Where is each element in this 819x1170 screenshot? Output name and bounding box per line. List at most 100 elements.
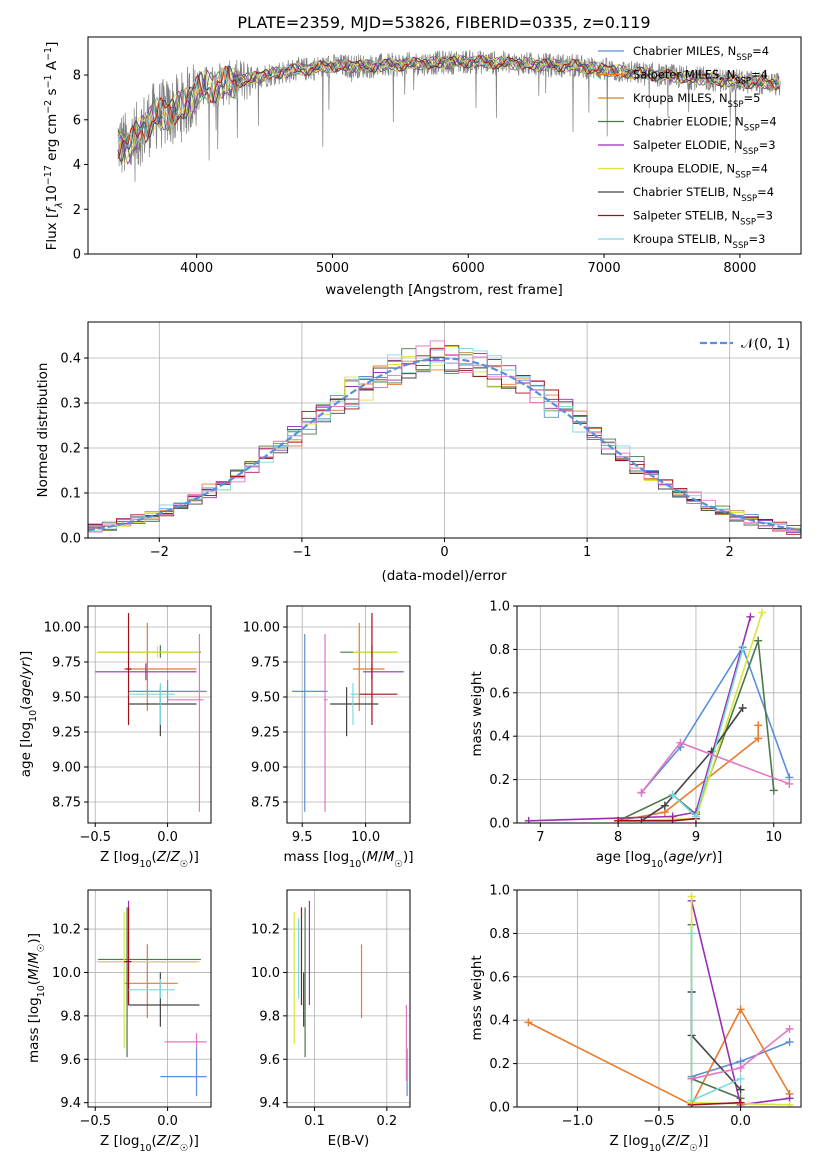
mass-weight-marker	[524, 816, 533, 823]
mass-weight-line	[528, 616, 752, 822]
observed-spectrum-line	[117, 49, 781, 182]
mass-vs-Z-frame	[87, 889, 212, 1108]
x-axis-label: Z [log10(Z/Z☉)]	[100, 1133, 199, 1154]
mass-weight-marker	[785, 1024, 794, 1033]
x-tick-label: 8	[614, 830, 622, 845]
y-tick-label: 0.6	[489, 970, 510, 985]
mass-weight-series	[687, 1024, 794, 1083]
mass-weight-line	[641, 707, 744, 822]
errorbar-point	[330, 687, 379, 737]
y-tick-label: 0.1	[60, 487, 81, 502]
x-tick-label: −0.5	[643, 1114, 675, 1129]
mass-weight-marker	[746, 612, 755, 621]
errorbar-point	[350, 683, 360, 725]
x-tick-label: 10	[765, 830, 782, 845]
mass-weight-series	[637, 738, 794, 797]
y-tick-label: 0	[73, 248, 81, 263]
errorbar-point	[128, 680, 207, 703]
errorbar-point	[128, 978, 175, 999]
y-tick-label: 9.4	[60, 1096, 81, 1111]
x-tick-label: 0.0	[730, 1114, 751, 1129]
x-tick-label: 9	[692, 830, 700, 845]
mass-weight-marker	[738, 703, 747, 712]
x-axis-label: age [log10(age/yr)]	[596, 849, 722, 870]
age-vs-Z-panel: −0.5 0.0 8.75 9.00 9.25 9.50 9.75 10.00 Z [log10…	[18, 605, 212, 870]
residual-histogram	[88, 348, 801, 533]
y-tick-label: 10.2	[52, 923, 81, 938]
legend-label: Chabrier STELIB, NSSP=4	[633, 185, 774, 204]
y-tick-label: 10.00	[44, 621, 81, 636]
x-axis-label: (data-model)/error	[381, 568, 507, 584]
y-tick-label: 0.3	[60, 397, 81, 412]
y-axis-label: mass weight	[469, 955, 485, 1040]
mass-weight-marker	[736, 1063, 745, 1072]
y-tick-label: 0.8	[489, 643, 510, 658]
y-tick-label: 9.25	[251, 726, 280, 741]
mass-weight-marker	[754, 721, 763, 730]
y-tick-label: 9.8	[259, 1009, 280, 1024]
mass-weight-marker	[687, 1074, 696, 1083]
mass-weight-marker	[754, 734, 763, 743]
errorbar-point	[359, 613, 398, 725]
mass-weight-marker	[637, 788, 646, 797]
y-tick-label: 0.4	[489, 1014, 510, 1029]
x-axis-label: mass [log10(M/M☉)]	[284, 849, 414, 870]
mass-weight-marker	[736, 1005, 745, 1014]
mass-weight-marker	[668, 816, 677, 823]
y-tick-label: 1.0	[489, 884, 510, 899]
mass-weight-marker	[738, 645, 747, 654]
y-axis-label: age [log10(age/yr)]	[18, 651, 39, 777]
x-tick-label: 8000	[723, 261, 756, 276]
mass-weight-vs-Z-plot-area	[524, 892, 794, 1107]
x-tick-label: 0.0	[157, 830, 178, 845]
mass-weight-line	[528, 1007, 791, 1106]
legend-label: Kroupa STELIB, NSSP=3	[633, 232, 765, 251]
errorbar-point	[128, 972, 200, 1027]
mass-weight-marker	[614, 816, 623, 823]
errorbar-point	[352, 622, 385, 711]
errorbar-point	[363, 663, 404, 681]
x-tick-label: 6000	[452, 261, 485, 276]
mass-weight-marker	[687, 892, 696, 901]
mass-vs-EBV-plot-area	[293, 900, 408, 1097]
x-tick-label: −1.0	[562, 1114, 594, 1129]
y-tick-label: 8	[73, 69, 81, 84]
mass-weight-line	[691, 1101, 741, 1106]
figure-title: PLATE=2359, MJD=53826, FIBERID=0335, z=0…	[237, 13, 650, 32]
x-axis-label: wavelength [Angstrom, rest frame]	[325, 282, 563, 298]
y-tick-label: 10.00	[243, 621, 280, 636]
y-tick-label: 0.2	[489, 773, 510, 788]
legend-label: Kroupa MILES, NSSP=5	[633, 91, 760, 110]
x-tick-label: 9.5	[292, 830, 313, 845]
y-tick-label: 9.00	[251, 761, 280, 776]
mass-weight-marker	[676, 738, 685, 747]
y-tick-label: 9.00	[52, 761, 81, 776]
errorbar-point	[125, 613, 132, 725]
x-axis-label: E(B-V)	[328, 1133, 370, 1149]
x-tick-label: −0.5	[79, 830, 111, 845]
mass-weight-marker	[785, 1100, 794, 1107]
x-axis-label: Z [log10(Z/Z☉)]	[100, 849, 199, 870]
mass-weight-marker	[736, 1085, 745, 1094]
mass-vs-EBV-panel: 0.1 0.2 9.4 9.6 9.8 10.0 10.2 E(B-V)	[251, 889, 411, 1149]
x-tick-label: 7000	[588, 261, 621, 276]
errorbar-point	[96, 646, 200, 658]
errorbar-point	[98, 645, 201, 658]
y-axis-label: Flux [fλ10−17 erg cm−2 s−1 A−1]	[43, 42, 65, 251]
y-tick-label: 9.50	[251, 691, 280, 706]
age-vs-Z-plot-area	[95, 613, 207, 812]
mass-vs-Z-panel: −0.5 0.0 9.4 9.6 9.8 10.0 10.2 Z [log10(Z/Z☉)] m…	[26, 889, 212, 1154]
spectrum-legend: Chabrier MILES, NSSP=4 Salpeter MILES, NS…	[598, 44, 777, 251]
y-tick-label: 9.6	[60, 1053, 81, 1068]
mass-weight-marker	[769, 786, 778, 795]
legend-label: Salpeter STELIB, NSSP=3	[633, 209, 773, 228]
errorbar-point	[124, 622, 197, 711]
y-axis-label: Normed distribution	[35, 363, 51, 498]
residual-histogram	[88, 356, 801, 531]
x-tick-label: 0.0	[157, 1114, 178, 1129]
x-tick-label: −2	[150, 545, 169, 560]
model-spectrum-line	[117, 55, 780, 165]
mass-vs-EBV-frame	[286, 889, 411, 1108]
x-tick-label: 4000	[180, 261, 213, 276]
